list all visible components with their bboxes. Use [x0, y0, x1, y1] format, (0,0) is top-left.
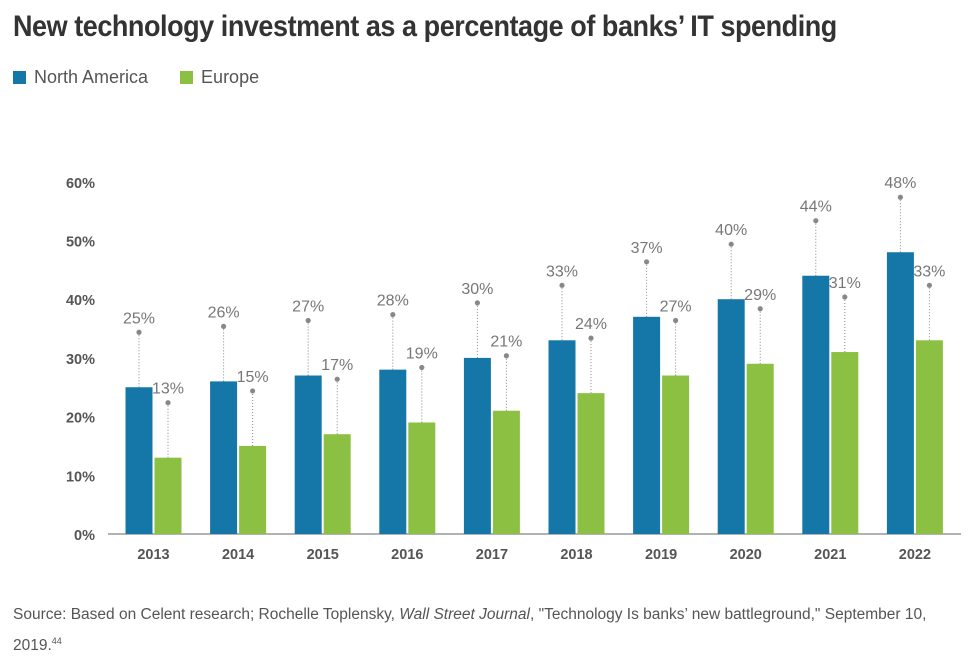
legend-label-europe: Europe	[201, 67, 260, 87]
y-tick-label: 60%	[66, 176, 95, 192]
source-footnote: 44	[51, 636, 62, 646]
data-label-north-america: 30%	[461, 281, 493, 298]
leader-dot	[419, 364, 425, 371]
leader-dot	[474, 300, 480, 306]
leader-dot	[165, 400, 171, 406]
x-tick-label: 2017	[476, 547, 508, 563]
bar-north-america	[633, 316, 661, 534]
x-tick-label: 2013	[137, 547, 169, 563]
bar-north-america	[802, 275, 830, 534]
data-label-north-america: 44%	[800, 199, 832, 216]
legend-item-north-america: North America	[13, 67, 148, 88]
source-publication: Wall Street Journal	[399, 606, 530, 623]
y-tick-label: 50%	[66, 235, 95, 251]
x-tick-label: 2015	[307, 547, 339, 563]
bar-europe	[577, 393, 605, 534]
data-label-europe: 13%	[152, 381, 184, 398]
data-label-europe: 29%	[744, 287, 776, 304]
legend-item-europe: Europe	[180, 67, 259, 88]
x-tick-label: 2022	[899, 547, 931, 563]
y-tick-label: 40%	[66, 293, 95, 309]
bar-europe	[239, 445, 267, 534]
data-label-europe: 31%	[829, 275, 861, 292]
leader-dot	[390, 312, 396, 318]
bar-chart: 0% 10% 20% 30% 40% 50% 60% 25% 13% 2013 26% 15% 2014…	[66, 175, 961, 563]
data-label-north-america: 40%	[715, 222, 747, 239]
y-tick-label: 10%	[66, 469, 95, 485]
data-label-europe: 24%	[575, 316, 607, 333]
data-label-europe: 33%	[913, 263, 945, 280]
bar-north-america	[463, 357, 491, 534]
data-label-europe: 21%	[490, 334, 522, 351]
bar-europe	[323, 434, 351, 534]
x-tick-label: 2021	[814, 547, 846, 563]
leader-dot	[897, 194, 904, 200]
bar-north-america	[717, 299, 745, 534]
legend-label-north-america: North America	[34, 67, 149, 87]
x-tick-label: 2019	[645, 547, 677, 563]
chart-title: New technology investment as a percentag…	[13, 10, 837, 43]
bar-north-america	[294, 375, 322, 534]
x-tick-label: 2020	[730, 547, 762, 563]
bar-europe	[662, 375, 690, 534]
leader-dot	[334, 376, 340, 382]
data-label-north-america: 27%	[292, 299, 324, 316]
data-label-europe: 19%	[406, 345, 438, 362]
x-tick-label: 2018	[560, 547, 592, 563]
legend: North America Europe	[13, 67, 291, 88]
leader-dot	[588, 335, 594, 341]
leader-dot	[559, 282, 565, 288]
data-label-north-america: 25%	[123, 310, 155, 327]
data-label-north-america: 48%	[884, 175, 916, 192]
bar-europe	[408, 422, 436, 534]
leader-dot	[305, 317, 311, 324]
bar-north-america	[125, 387, 153, 534]
y-tick-label: 0%	[74, 528, 95, 544]
leader-dot	[813, 218, 819, 224]
bar-europe	[746, 363, 774, 534]
leader-dot	[673, 317, 679, 324]
data-label-north-america: 26%	[208, 304, 240, 321]
leader-dot	[757, 306, 763, 312]
data-label-north-america: 33%	[546, 263, 578, 280]
bar-north-america	[379, 369, 407, 534]
bar-europe	[831, 352, 859, 534]
leader-dot	[221, 323, 227, 329]
leader-dot	[728, 241, 734, 247]
leader-dot	[926, 282, 933, 288]
data-label-north-america: 28%	[377, 293, 409, 310]
x-tick-label: 2014	[222, 547, 254, 563]
leader-dot	[250, 388, 256, 394]
bar-north-america	[210, 381, 238, 534]
source-prefix: Source: Based on Celent research; Rochel…	[13, 606, 400, 623]
bar-europe	[915, 340, 943, 534]
legend-swatch-north-america	[13, 71, 26, 84]
source-suffix: , "Technology Is banks’ new battleground…	[13, 606, 927, 655]
legend-swatch-europe	[180, 71, 194, 84]
data-label-north-america: 37%	[631, 240, 663, 257]
leader-dot	[644, 259, 650, 265]
leader-dot	[842, 294, 848, 300]
leader-dot	[503, 353, 509, 359]
data-label-europe: 15%	[237, 369, 269, 386]
x-tick-label: 2016	[391, 547, 423, 563]
leader-dot	[136, 329, 142, 335]
data-label-europe: 27%	[660, 299, 692, 316]
bar-north-america	[886, 252, 914, 535]
source-note: Source: Based on Celent research; Rochel…	[13, 602, 958, 659]
y-tick-label: 30%	[66, 352, 95, 368]
bar-europe	[492, 410, 520, 534]
data-label-europe: 17%	[321, 357, 353, 374]
bar-north-america	[548, 340, 576, 534]
bar-europe	[154, 457, 182, 534]
y-tick-label: 20%	[66, 411, 95, 427]
